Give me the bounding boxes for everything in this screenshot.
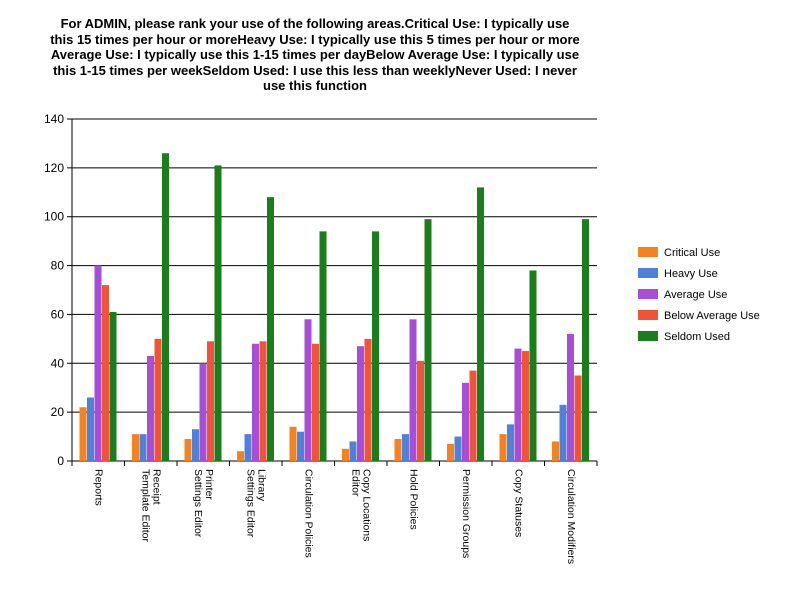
bar xyxy=(252,343,259,461)
bar xyxy=(552,441,559,461)
category-label: Copy Statuses xyxy=(512,469,524,537)
bar xyxy=(132,434,139,461)
category-label: Circulation Policies xyxy=(302,469,314,558)
category-label: Permission Groups xyxy=(460,469,472,558)
legend-label: Below Average Use xyxy=(664,310,760,322)
category-label: Reports xyxy=(92,469,104,506)
category-label: PrinterSettings Editor xyxy=(192,469,215,538)
bar xyxy=(364,338,372,461)
bar xyxy=(409,319,417,461)
y-tick-label: 100 xyxy=(44,210,64,224)
bar xyxy=(574,375,582,461)
bar xyxy=(139,434,147,461)
bar xyxy=(372,231,379,461)
category-label: Copy LocationsEditor xyxy=(349,469,372,541)
bar xyxy=(259,341,267,461)
y-tick-label: 40 xyxy=(51,356,65,370)
bar xyxy=(102,285,109,461)
bar xyxy=(342,448,349,461)
bar xyxy=(514,348,522,461)
legend-label: Average Use xyxy=(664,289,727,301)
bar xyxy=(462,382,469,461)
bar xyxy=(424,219,432,461)
bar xyxy=(237,451,244,461)
bar xyxy=(79,407,87,461)
bar xyxy=(529,270,537,461)
legend-label: Critical Use xyxy=(664,247,720,259)
bar xyxy=(297,431,304,461)
bar xyxy=(447,443,454,461)
legend-swatch xyxy=(638,268,658,278)
y-tick-label: 120 xyxy=(44,161,64,175)
bar xyxy=(304,319,312,461)
y-tick-label: 60 xyxy=(51,307,65,321)
bar xyxy=(199,363,207,461)
y-tick-label: 20 xyxy=(51,405,65,419)
bar xyxy=(522,351,529,461)
bar xyxy=(312,343,319,461)
legend-label: Seldom Used xyxy=(664,331,730,343)
legend-label: Heavy Use xyxy=(664,268,718,280)
category-label: ReceiptTemplate Editor xyxy=(139,469,162,542)
y-tick-label: 80 xyxy=(51,259,65,273)
bar xyxy=(214,165,222,461)
bar xyxy=(567,333,574,461)
bar xyxy=(469,370,477,461)
category-label: Hold Policies xyxy=(407,469,419,530)
bar xyxy=(402,434,409,461)
bar xyxy=(319,231,327,461)
bar xyxy=(147,355,154,461)
bar xyxy=(184,439,192,461)
category-label: LibrarySettings Editor xyxy=(244,469,267,538)
bar xyxy=(559,404,567,461)
bar xyxy=(417,360,424,461)
bar xyxy=(244,434,252,461)
legend-swatch xyxy=(638,331,658,341)
bar xyxy=(394,439,402,461)
bar xyxy=(192,429,199,461)
y-tick-label: 0 xyxy=(57,454,64,468)
legend-swatch xyxy=(638,310,658,320)
bar xyxy=(454,436,462,461)
bar xyxy=(267,197,274,462)
bar xyxy=(94,265,102,461)
chart-title: For ADMIN, please rank your use of the f… xyxy=(50,16,580,93)
bar xyxy=(289,426,297,461)
bar xyxy=(582,219,589,461)
bar xyxy=(349,441,357,461)
legend-swatch xyxy=(638,289,658,299)
bar xyxy=(109,311,117,461)
bar xyxy=(507,424,514,461)
category-label: Circulation Modifiers xyxy=(565,469,577,564)
bar xyxy=(87,397,94,461)
bar xyxy=(207,341,214,461)
bar xyxy=(154,338,162,461)
bar xyxy=(499,434,507,461)
bar xyxy=(357,346,364,461)
y-tick-label: 140 xyxy=(44,112,64,126)
bar xyxy=(477,187,484,461)
bar xyxy=(162,153,169,461)
legend-swatch xyxy=(638,247,658,257)
